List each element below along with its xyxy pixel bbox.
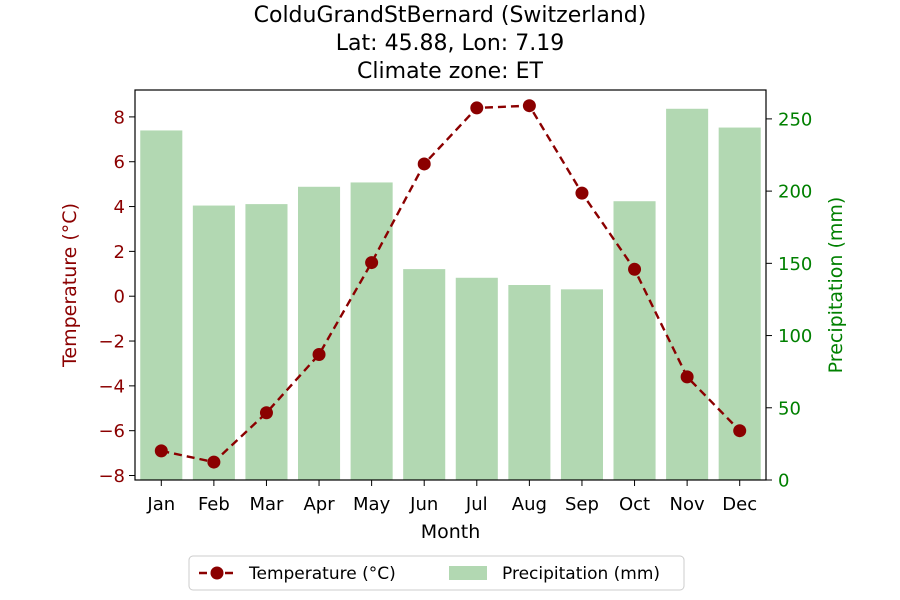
right-tick-label: 250	[778, 109, 812, 130]
precip-bar-mar	[245, 204, 288, 480]
precip-bar-feb	[192, 205, 235, 481]
left-tick-label: −4	[98, 376, 125, 397]
temperature-series-line	[161, 104, 741, 464]
precip-bar-aug	[508, 285, 551, 480]
temp-point-oct	[628, 262, 642, 276]
left-tick-label: −8	[98, 466, 125, 487]
precip-bar-may	[350, 182, 393, 480]
x-tick-label-aug: Aug	[512, 494, 547, 515]
left-tick-label: 4	[114, 197, 125, 218]
temp-point-may	[365, 256, 379, 270]
precip-bar-oct	[613, 201, 656, 480]
title-line-2: Lat: 45.88, Lon: 7.19	[336, 31, 564, 56]
precip-bar-dec	[718, 127, 761, 481]
temp-point-feb	[207, 455, 221, 469]
x-tick-label-feb: Feb	[198, 494, 230, 515]
temp-point-mar	[259, 406, 273, 420]
x-tick-label-sep: Sep	[565, 494, 599, 515]
x-tick-label-jun: Jun	[409, 494, 438, 515]
temperature-line	[154, 99, 747, 469]
temp-point-jun	[417, 157, 431, 171]
x-tick-label-jan: Jan	[146, 494, 175, 515]
temp-point-aug	[522, 99, 536, 113]
legend-temperature-label: Temperature (°C)	[248, 564, 396, 584]
x-tick-label-mar: Mar	[249, 494, 284, 515]
precip-bar-nov	[666, 108, 709, 481]
right-tick-label: 50	[778, 398, 801, 419]
x-tick-label-nov: Nov	[670, 494, 705, 515]
right-tick-label: 0	[778, 471, 789, 492]
precip-bar-jun	[403, 269, 446, 480]
x-axis-label: Month	[421, 521, 481, 543]
right-tick-label: 150	[778, 254, 812, 275]
left-axis-label: Temperature (°C)	[59, 203, 81, 368]
x-tick-label-dec: Dec	[722, 494, 757, 515]
plot-frame	[134, 89, 767, 481]
chart-title: ColduGrandStBernard (Switzerland) Lat: 45…	[254, 3, 647, 84]
temp-point-dec	[733, 424, 747, 438]
x-tick-label-jul: Jul	[465, 494, 488, 515]
right-tick-label: 100	[778, 326, 812, 347]
temp-point-apr	[312, 347, 326, 361]
temp-point-sep	[575, 186, 589, 200]
left-tick-label: −6	[98, 421, 125, 442]
temp-point-jan	[154, 444, 168, 458]
x-tick-label-may: May	[353, 494, 391, 515]
legend-temperature-marker	[210, 566, 224, 580]
precip-bar-apr	[298, 186, 341, 480]
left-tick-label: −2	[98, 332, 125, 353]
temp-point-jul	[470, 101, 484, 115]
precip-bar-sep	[560, 289, 603, 480]
temp-point-nov	[680, 370, 694, 384]
legend: Temperature (°C) Precipitation (mm)	[188, 555, 685, 591]
right-axis-label: Precipitation (mm)	[825, 197, 847, 374]
legend-precipitation-label: Precipitation (mm)	[502, 564, 660, 584]
title-line-1: ColduGrandStBernard (Switzerland)	[254, 3, 647, 28]
left-y-axis: −8 −6 −4 −2 0 2 4 6 8 Temperature (°C)	[59, 107, 135, 487]
precip-bar-jul	[455, 277, 498, 480]
left-tick-label: 0	[114, 287, 125, 308]
x-tick-label-oct: Oct	[619, 494, 650, 515]
title-line-3: Climate zone: ET	[357, 59, 543, 84]
x-tick-label-apr: Apr	[303, 494, 335, 515]
left-tick-label: 2	[114, 242, 125, 263]
right-tick-label: 200	[778, 182, 812, 203]
legend-box	[188, 555, 685, 591]
legend-precipitation-swatch	[449, 566, 487, 580]
x-axis: Jan Feb Mar Apr May Jun Jul Aug Sep Oct Nov Dec Mont…	[146, 480, 757, 543]
left-tick-label: 8	[114, 107, 125, 128]
precip-bar-jan	[140, 130, 183, 480]
left-tick-label: 6	[114, 152, 125, 173]
precipitation-bars	[140, 108, 761, 481]
right-y-axis: 0 50 100 150 200 250 Precipitation (mm)	[766, 109, 847, 492]
